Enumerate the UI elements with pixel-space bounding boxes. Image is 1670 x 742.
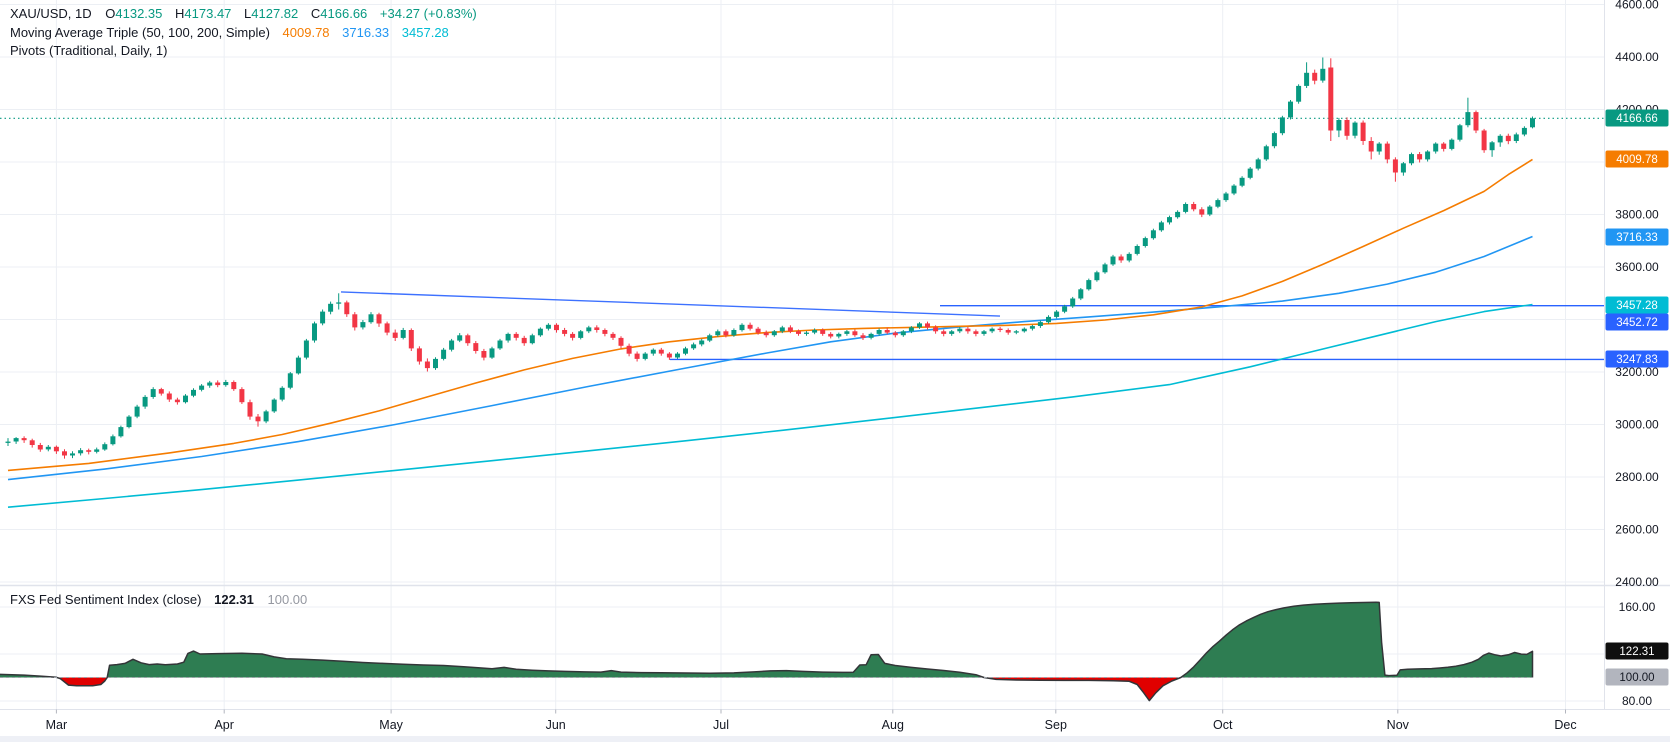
svg-text:4166.66: 4166.66 [1616, 113, 1658, 125]
svg-text:2800.00: 2800.00 [1615, 470, 1659, 484]
open-value: 4132.35 [115, 6, 163, 21]
close-label: C [310, 6, 321, 21]
close-value: 4166.66 [320, 6, 368, 21]
ma50-value: 4009.78 [282, 24, 330, 40]
svg-text:3600.00: 3600.00 [1615, 260, 1659, 274]
symbol-title: XAU/USD, 1D [10, 6, 92, 21]
vertical-gridlines [55, 0, 1566, 709]
pivots-legend-row[interactable]: Pivots (Traditional, Daily, 1) [10, 42, 486, 61]
pivots-indicator-title: Pivots (Traditional, Daily, 1) [10, 43, 168, 58]
low-value: 4127.82 [251, 6, 299, 21]
time-axis[interactable] [0, 710, 1670, 742]
trendline [340, 291, 1001, 317]
open-label: O [105, 6, 116, 21]
change-value: +34.27 (+0.83%) [379, 6, 477, 21]
svg-text:3800.00: 3800.00 [1615, 208, 1659, 222]
candlestick-series [5, 57, 1535, 459]
svg-text:Nov: Nov [1387, 718, 1410, 732]
sentiment-area-series [0, 601, 1534, 702]
svg-text:4009.78: 4009.78 [1616, 154, 1658, 166]
price-axis-badges: 4166.66 4009.78 3716.33 3457.28 3452.72 … [1605, 109, 1669, 686]
svg-text:Dec: Dec [1554, 718, 1576, 732]
svg-text:80.00: 80.00 [1622, 694, 1652, 708]
sentiment-value: 122.31 [214, 592, 254, 607]
svg-text:122.31: 122.31 [1619, 646, 1654, 658]
sma-100-line [7, 235, 1533, 481]
svg-text:3457.28: 3457.28 [1616, 300, 1658, 312]
svg-text:Jun: Jun [546, 718, 566, 732]
svg-text:Apr: Apr [214, 718, 233, 732]
svg-text:Oct: Oct [1213, 718, 1233, 732]
low-label: L [244, 6, 252, 21]
sentiment-indicator-title: FXS Fed Sentiment Index (close) [10, 592, 202, 607]
svg-text:4600.00: 4600.00 [1615, 0, 1659, 12]
svg-text:4400.00: 4400.00 [1615, 50, 1659, 64]
pane-dividers[interactable] [0, 0, 1670, 710]
svg-text:100.00: 100.00 [1619, 672, 1654, 684]
svg-text:Mar: Mar [46, 718, 68, 732]
time-axis-labels: Mar Apr May Jun Jul Aug Sep Oct Nov Dec [46, 709, 1577, 732]
price-axis[interactable] [1604, 0, 1670, 710]
ma-legend-row[interactable]: Moving Average Triple (50, 100, 200, Sim… [10, 24, 486, 43]
svg-text:160.00: 160.00 [1619, 600, 1656, 614]
svg-text:3716.33: 3716.33 [1616, 232, 1658, 244]
high-value: 4173.47 [184, 6, 232, 21]
sma-200-line [7, 303, 1533, 508]
ma200-value: 3457.28 [401, 24, 449, 40]
svg-text:3000.00: 3000.00 [1615, 418, 1659, 432]
svg-text:3200.00: 3200.00 [1615, 365, 1659, 379]
svg-text:Sep: Sep [1045, 718, 1067, 732]
svg-text:3247.83: 3247.83 [1616, 354, 1658, 366]
ma-indicator-title: Moving Average Triple (50, 100, 200, Sim… [10, 24, 270, 40]
svg-text:Aug: Aug [882, 718, 904, 732]
svg-text:May: May [379, 718, 403, 732]
svg-text:3452.72: 3452.72 [1616, 317, 1658, 329]
symbol-legend-row[interactable]: XAU/USD, 1D O4132.35 H4173.47 L4127.82 C… [10, 5, 486, 24]
svg-text:Jul: Jul [713, 718, 729, 732]
ma100-value: 3716.33 [342, 24, 390, 40]
chart-legend: XAU/USD, 1D O4132.35 H4173.47 L4127.82 C… [10, 5, 486, 61]
high-label: H [175, 6, 185, 21]
pivot-lines[interactable] [340, 291, 1604, 361]
sentiment-baseline-value: 100.00 [267, 592, 308, 607]
svg-text:2400.00: 2400.00 [1615, 575, 1659, 589]
svg-text:2600.00: 2600.00 [1615, 523, 1659, 537]
sentiment-legend-row[interactable]: FXS Fed Sentiment Index (close) 122.31 1… [10, 592, 307, 607]
bottom-edge-strip [0, 736, 1670, 742]
